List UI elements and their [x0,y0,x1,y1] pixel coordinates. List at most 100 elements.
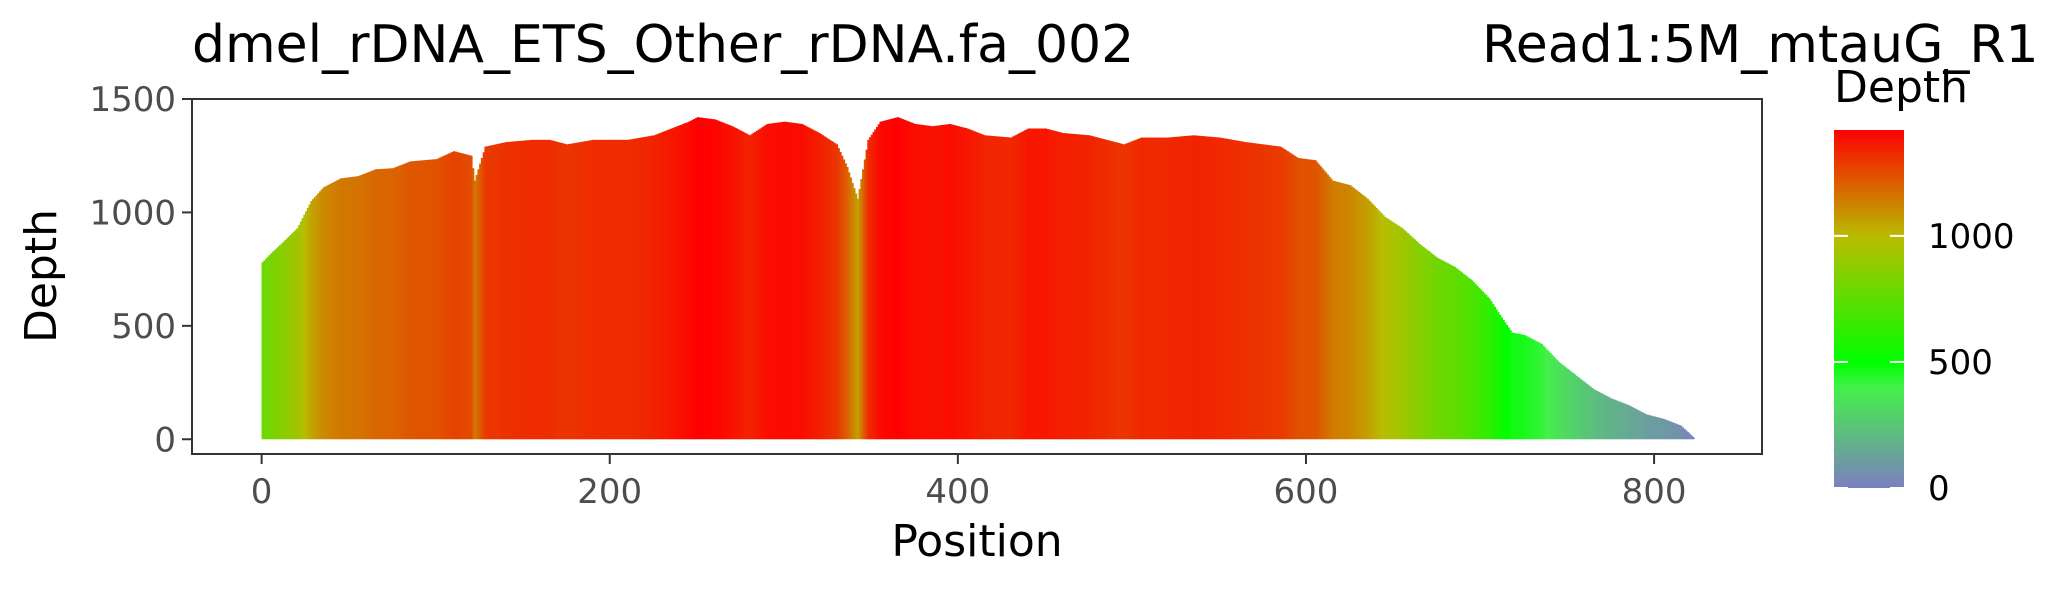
depth-bar [1302,158,1305,440]
x-tick-label: 0 [251,472,273,512]
depth-bar [1034,128,1037,440]
depth-bar [1020,132,1023,440]
depth-bar [653,135,656,440]
depth-bar [1046,128,1049,440]
depth-bar [686,122,689,440]
depth-bar [1413,239,1416,440]
depth-bar [359,175,362,440]
depth-bar [1394,223,1397,440]
depth-bar [768,123,771,440]
depth-bar [432,159,435,440]
depth-bar [1667,420,1671,440]
depth-bar [1434,256,1437,440]
depth-bar [1180,136,1183,440]
depth-bar [386,168,390,440]
depth-bar [1415,241,1418,440]
depth-bar [592,139,595,440]
depth-bar [1681,427,1685,440]
depth-bar [715,120,718,440]
depth-bar [1250,142,1253,440]
depth-bar [435,159,438,440]
depth-bar [1022,131,1025,440]
depth-bar [1405,231,1408,440]
depth-bar [1232,139,1235,440]
depth-bar [1389,220,1392,440]
depth-bar [916,124,919,440]
depth-bar [1215,137,1218,440]
depth-bar [320,189,323,440]
depth-bar [270,253,273,440]
depth-bar [1553,356,1556,440]
depth-bar [956,125,959,440]
depth-bar [1142,137,1145,440]
depth-bar [802,124,806,440]
depth-bar [1238,140,1241,440]
depth-bar [580,141,583,440]
depth-bar [1603,394,1606,440]
depth-bar [1265,144,1269,440]
depth-bar [493,144,496,440]
depth-bar [829,139,832,440]
depth-bar [1147,137,1150,440]
depth-bar [743,132,746,440]
depth-bar [726,124,729,440]
depth-bar [1062,133,1065,440]
depth-bar [936,125,940,440]
depth-bar [1243,141,1246,440]
depth-bar [348,177,351,440]
depth-bar [284,240,287,440]
depth-bar [463,153,466,440]
depth-bar [1255,143,1258,440]
depth-bar [1372,204,1375,440]
depth-bar [306,207,309,440]
depth-bar [1105,139,1108,440]
depth-bar [769,123,772,440]
depth-bar [1218,137,1222,440]
depth-bar [1001,136,1004,440]
depth-bar [1053,130,1056,440]
depth-bar [606,139,609,440]
depth-bar [1554,358,1557,440]
depth-bar [895,117,898,440]
depth-bar [1201,136,1204,440]
depth-bar [1257,143,1260,440]
depth-bar [1300,158,1303,440]
depth-bar [813,130,816,440]
depth-bar [1443,261,1446,440]
depth-bar [402,164,405,440]
depth-bar [1130,141,1133,440]
depth-bar [808,127,811,440]
depth-bar [667,129,670,440]
depth-bar [1412,237,1415,440]
depth-bar [663,131,666,440]
depth-bar [1582,381,1585,440]
depth-bar [900,118,903,440]
depth-bar [1513,332,1516,440]
depth-bar [475,174,478,440]
depth-bar [1379,211,1382,440]
depth-bar [1206,136,1209,440]
depth-bar [1439,259,1443,440]
depth-bar [1596,391,1599,440]
x-tick-label: 600 [1274,472,1339,512]
depth-bar [968,129,971,440]
depth-bar [1349,185,1352,440]
depth-bar [1560,363,1563,440]
depth-bar [1178,136,1181,440]
depth-bar [896,117,900,440]
depth-bar [1467,277,1470,440]
depth-bar [1645,414,1648,440]
depth-bar [929,125,933,440]
depth-bar [588,140,591,440]
depth-bar [1575,375,1578,440]
depth-bar [788,122,792,440]
depth-bar [1044,128,1047,440]
depth-bar [374,169,377,440]
depth-bar [707,118,710,440]
chart-title: dmel_rDNA_ETS_Other_rDNA.fa_002 [192,15,1134,75]
depth-bar [352,176,355,440]
depth-bar [569,143,572,440]
depth-bar [1462,273,1465,440]
depth-bar [1500,317,1503,440]
depth-bar [379,168,383,440]
